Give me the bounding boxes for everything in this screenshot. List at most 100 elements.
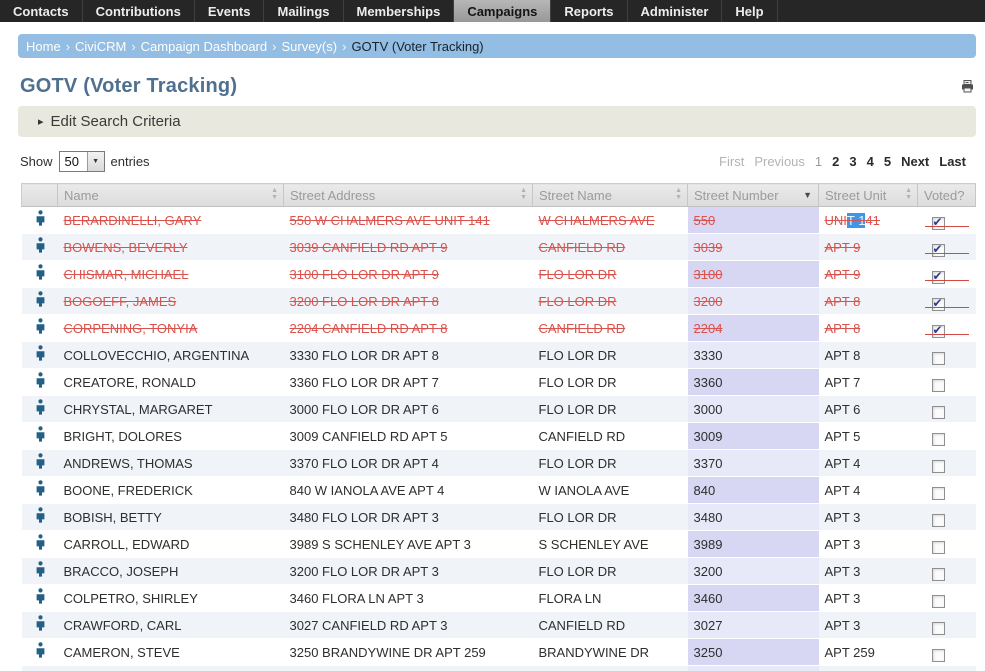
cell-street-unit: APT 6 (819, 396, 918, 423)
pagination-3[interactable]: 3 (849, 154, 856, 169)
nav-item-events[interactable]: Events (195, 0, 265, 22)
pagination-next[interactable]: Next (901, 154, 929, 169)
contact-person-icon[interactable] (35, 615, 47, 632)
column-header-street-address[interactable]: Street Address ▲▼ (284, 184, 533, 207)
contact-person-icon[interactable] (35, 372, 47, 389)
contact-person-icon[interactable] (35, 264, 47, 281)
printer-icon (961, 80, 974, 93)
print-button[interactable] (959, 78, 975, 94)
column-header-street-unit[interactable]: Street Unit ▲▼ (819, 184, 918, 207)
cell-voted (918, 612, 976, 639)
contact-person-icon[interactable] (35, 588, 47, 605)
voted-checkbox[interactable] (932, 649, 945, 662)
cell-street-number: 3370 (688, 450, 819, 477)
pagination-last[interactable]: Last (939, 154, 966, 169)
contact-person-icon[interactable] (35, 507, 47, 524)
voted-checkbox[interactable] (932, 460, 945, 473)
breadcrumb-link[interactable]: CiviCRM (75, 39, 126, 54)
nav-item-contributions[interactable]: Contributions (83, 0, 195, 22)
voted-checkbox[interactable] (932, 217, 945, 230)
cell-name: COLPETRO, SHIRLEY (58, 585, 284, 612)
pagination-previous: Previous (754, 154, 805, 169)
contact-person-icon[interactable] (35, 345, 47, 362)
voted-checkbox[interactable] (932, 298, 945, 311)
breadcrumb-link[interactable]: Survey(s) (281, 39, 337, 54)
nav-item-help[interactable]: Help (722, 0, 777, 22)
voted-strike-line (925, 226, 969, 227)
nav-item-mailings[interactable]: Mailings (264, 0, 343, 22)
cell-street-unit: APT 5 (819, 423, 918, 450)
voted-checkbox[interactable] (932, 244, 945, 257)
contact-person-icon[interactable] (35, 534, 47, 551)
voted-checkbox[interactable] (932, 271, 945, 284)
cell-street-name: FLO LOR DR (533, 369, 688, 396)
voted-checkbox[interactable] (932, 379, 945, 392)
cell-name: BRACCO, JOSEPH (58, 558, 284, 585)
contact-person-icon[interactable] (35, 237, 47, 254)
voted-checkbox[interactable] (932, 406, 945, 419)
cell-street-address: 3100 FLO LOR DR APT 9 (284, 261, 533, 288)
cell-name: CHRYSTAL, MARGARET (58, 396, 284, 423)
cell-name: BERARDINELLI, GARY (58, 207, 284, 234)
pagination-4[interactable]: 4 (867, 154, 874, 169)
column-header-name[interactable]: Name ▲▼ (58, 184, 284, 207)
cell-voted (918, 666, 976, 671)
nav-item-memberships[interactable]: Memberships (344, 0, 455, 22)
column-header-label: Street Unit (825, 188, 886, 203)
voted-checkbox[interactable] (932, 541, 945, 554)
nav-item-campaigns[interactable]: Campaigns (454, 0, 551, 22)
cell-street-unit (819, 666, 918, 671)
contact-person-icon[interactable] (35, 291, 47, 308)
contact-person-icon[interactable] (35, 480, 47, 497)
breadcrumb: Home›CiviCRM›Campaign Dashboard›Survey(s… (18, 34, 976, 58)
cell-street-unit: APT 4 (819, 477, 918, 504)
contact-person-icon[interactable] (35, 318, 47, 335)
cell-street-unit: APT 8 (819, 315, 918, 342)
contact-person-icon[interactable] (35, 453, 47, 470)
nav-item-reports[interactable]: Reports (551, 0, 627, 22)
voted-checkbox[interactable] (932, 568, 945, 581)
cell-name: CRAWFORD, CARL (58, 612, 284, 639)
contact-person-icon[interactable] (35, 426, 47, 443)
cell-voted (918, 585, 976, 612)
voted-checkbox[interactable] (932, 622, 945, 635)
cell-name: BRIGHT, DOLORES (58, 423, 284, 450)
cell-street-address: 3039 CANFIELD RD APT 9 (284, 234, 533, 261)
column-header-street-name[interactable]: Street Name ▲▼ (533, 184, 688, 207)
contact-person-icon[interactable] (35, 399, 47, 416)
table-row: CRAWFORD, CARL 3027 CANFIELD RD APT 3 CA… (22, 612, 976, 639)
nav-item-administer[interactable]: Administer (628, 0, 723, 22)
page-title: GOTV (Voter Tracking) (20, 75, 237, 98)
breadcrumb-link[interactable]: Campaign Dashboard (141, 39, 267, 54)
contact-person-icon[interactable] (35, 642, 47, 659)
nav-item-contacts[interactable]: Contacts (0, 0, 83, 22)
sort-desc-icon: ▼ (803, 191, 812, 200)
voted-checkbox[interactable] (932, 595, 945, 608)
edit-search-criteria-accordion[interactable]: ▸ Edit Search Criteria (18, 106, 976, 137)
contact-person-icon[interactable] (35, 561, 47, 578)
breadcrumb-link[interactable]: Home (26, 39, 61, 54)
table-row: COLLOVECCHIO, ARGENTINA 3330 FLO LOR DR … (22, 342, 976, 369)
cell-street-address: 3000 FLO LOR DR APT 6 (284, 396, 533, 423)
voted-checkbox[interactable] (932, 514, 945, 527)
breadcrumb-separator: › (131, 39, 135, 54)
cell-street-number: 3250 (688, 639, 819, 666)
cell-street-number: 3200 (688, 558, 819, 585)
cell-street-unit: APT 8 (819, 342, 918, 369)
pagination-2[interactable]: 2 (832, 154, 839, 169)
table-row: CAMERON, STEVE 3250 BRANDYWINE DR APT 25… (22, 639, 976, 666)
nav-item-label: Memberships (357, 4, 441, 19)
page-length-select[interactable]: 50 ▼ (59, 151, 105, 172)
cell-street-number: 3027 (688, 612, 819, 639)
column-header-label: Street Number (694, 188, 779, 203)
cell-street-address: 3200 FLO LOR DR APT 8 (284, 288, 533, 315)
voted-checkbox[interactable] (932, 487, 945, 500)
contact-person-icon[interactable] (35, 210, 47, 227)
voted-checkbox[interactable] (932, 325, 945, 338)
voted-checkbox[interactable] (932, 433, 945, 446)
voted-checkbox[interactable] (932, 352, 945, 365)
cell-street-unit: APT 7 (819, 369, 918, 396)
column-header-street-number[interactable]: Street Number ▼ (688, 184, 819, 207)
pagination-5[interactable]: 5 (884, 154, 891, 169)
nav-item-label: Contacts (13, 4, 69, 19)
